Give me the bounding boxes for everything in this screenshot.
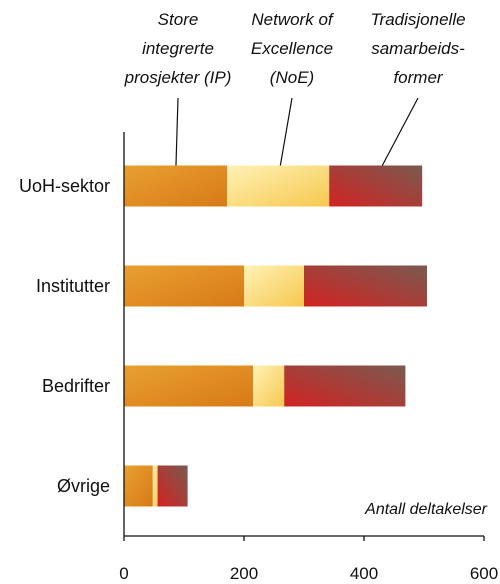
- bar-segment: [253, 365, 285, 407]
- legend-leader-line: [175, 97, 179, 179]
- legend-entry: Store integrerte prosjekter (IP): [124, 10, 232, 179]
- x-tick-label: 200: [230, 564, 258, 583]
- legend: Store integrerte prosjekter (IP) Network of…: [124, 10, 466, 179]
- x-tick-label: 600: [470, 564, 498, 583]
- legend-entry: Tradisjonelle samarbeids-former: [370, 10, 466, 179]
- axis-note: Antall deltakelser: [364, 501, 488, 518]
- category-label: Øvrige: [57, 476, 110, 496]
- legend-label: (NoE): [270, 68, 314, 87]
- bar-segment: [124, 265, 244, 307]
- legend-leader-line: [375, 97, 419, 179]
- x-tick-label: 400: [350, 564, 378, 583]
- legend-label: integrerte: [142, 39, 214, 58]
- legend-entry: Network of Excellence (NoE): [251, 10, 335, 179]
- x-tick-label: 0: [119, 564, 128, 583]
- bar-segment: [124, 365, 253, 407]
- bar-segment: [304, 265, 427, 307]
- legend-label: Excellence: [251, 39, 333, 58]
- legend-label: samarbeids-: [371, 39, 465, 58]
- bars: [124, 165, 427, 507]
- bar-segment: [244, 265, 304, 307]
- category-label: UoH-sektor: [19, 176, 110, 196]
- bar-segment: [329, 165, 423, 207]
- legend-label: Network of: [251, 10, 335, 29]
- category-label: Institutter: [36, 276, 110, 296]
- bar-segment: [124, 165, 228, 207]
- category-label: Bedrifter: [42, 376, 110, 396]
- bar-segment: [284, 365, 406, 407]
- legend-label: Tradisjonelle: [370, 10, 465, 29]
- legend-label: former: [393, 68, 443, 87]
- x-axis: 0 200 400 600: [119, 132, 498, 583]
- bar-segment: [157, 465, 188, 507]
- bar-segment: [152, 465, 158, 507]
- bar-segment: [227, 165, 330, 207]
- legend-leader-line: [277, 97, 293, 179]
- legend-label: Store: [158, 10, 199, 29]
- category-labels: UoH-sektor Institutter Bedrifter Øvrige: [19, 176, 110, 496]
- bar-segment: [124, 465, 153, 507]
- legend-label: prosjekter (IP): [124, 68, 232, 87]
